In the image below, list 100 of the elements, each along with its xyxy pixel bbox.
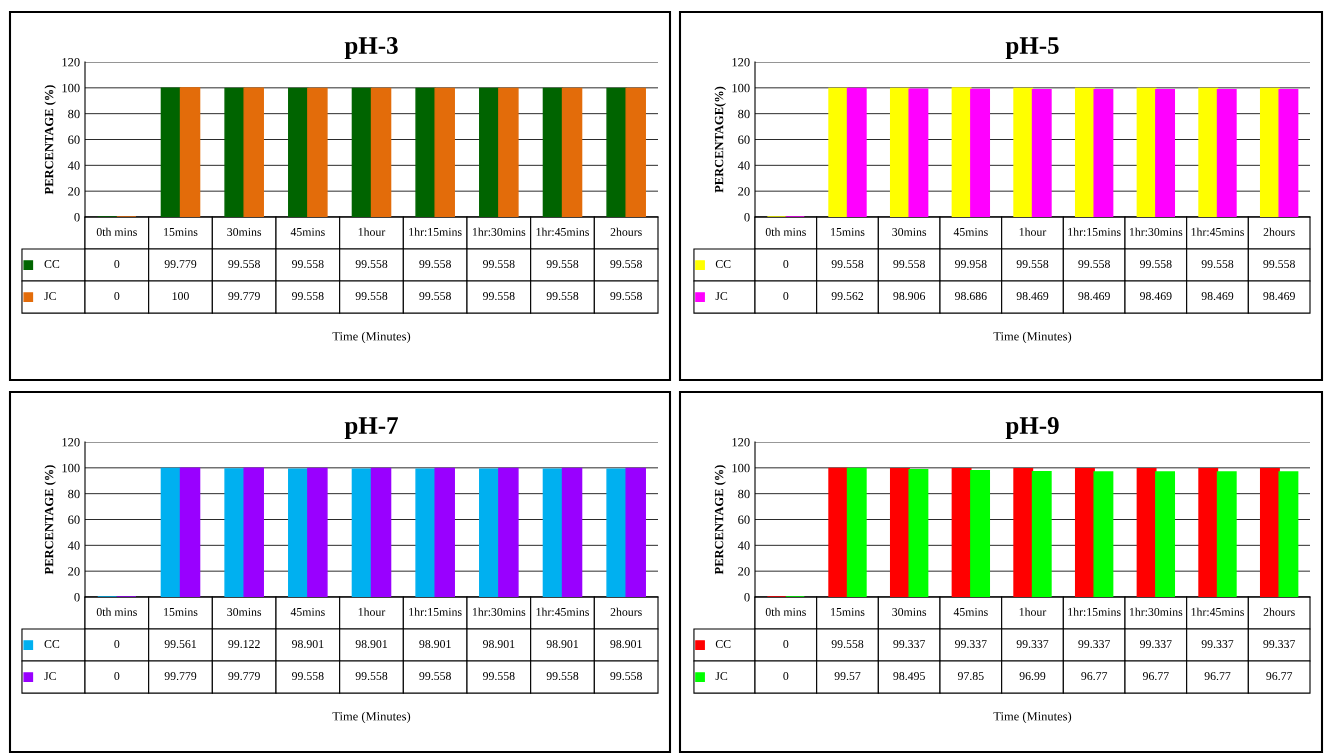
data-label: 96.77 [1204,672,1231,681]
x-axis-title: Time (Minutes) [993,711,1072,724]
data-label: 99.558 [291,260,324,269]
y-tick-label: 0 [744,593,750,602]
category-label: 2hours [610,607,642,616]
data-label: 98.469 [1263,292,1295,301]
y-tick-label: 80 [738,109,750,119]
data-label: 98.901 [291,640,324,649]
data-label: 99.558 [482,292,515,301]
category-label: 45mins [290,228,325,236]
data-label: 99.558 [291,672,324,681]
y-tick-label: 80 [68,109,80,119]
bar [224,87,245,217]
data-label: 99.558 [831,640,864,649]
data-label: 99.558 [1078,260,1110,269]
category-label: 1hr:45mins [536,227,589,237]
category-label: 15mins [164,228,198,236]
category-label: 0th mins [96,227,137,236]
data-label: 99.558 [419,292,451,301]
chart-title: pH-5 [1005,37,1059,59]
bar [224,468,245,597]
data-label: 98.906 [893,292,926,301]
legend-label: JC [44,292,56,301]
category-label: 30mins [227,228,262,236]
y-tick-label: 60 [68,135,80,144]
data-label: 99.779 [164,672,197,681]
data-label: 0 [783,292,789,301]
data-label: 0 [783,672,789,681]
legend-label: JC [715,672,728,681]
y-tick-label: 60 [738,515,750,524]
y-tick-label: 100 [732,463,750,473]
category-label: 15mins [831,228,865,236]
legend-label: CC [715,260,731,269]
y-tick-label: 0 [74,593,80,602]
chart-title: pH-9 [1005,417,1059,439]
data-label: 98.901 [610,640,642,649]
y-tick-label: 20 [738,567,750,576]
data-label: 99.558 [610,292,642,301]
category-label: 1hr:45mins [1191,607,1244,617]
data-label: 99.558 [1016,260,1049,269]
data-label: 96.77 [1081,672,1108,681]
data-label: 99.561 [164,640,197,649]
category-label: 30mins [892,228,927,236]
y-axis-title: PERCENTAGE(%) [714,86,726,193]
category-label: 1hr:15mins [409,227,462,237]
y-tick-label: 20 [68,187,80,196]
y-tick-label: 40 [67,541,80,550]
category-label: 45mins [953,228,988,236]
chart-title: pH-3 [344,37,398,59]
data-label: 0 [114,292,120,301]
category-label: 1hr:30mins [1129,607,1183,617]
data-label: 98.901 [482,640,515,649]
data-label: 99.337 [1263,640,1296,649]
x-axis-title: Time (Minutes) [993,331,1072,344]
category-label: 1hour [358,227,386,236]
data-label: 99.337 [1078,640,1111,649]
category-label: 15mins [164,608,198,616]
data-label: 98.469 [1139,292,1172,301]
category-label: 0th mins [765,227,806,236]
data-label: 99.558 [546,292,579,301]
data-label: 99.558 [610,260,642,269]
category-label: 1hr:15mins [1068,607,1121,617]
category-label: 30mins [892,608,927,616]
bar [625,87,646,217]
data-label: 99.122 [228,640,260,649]
data-label: 96.77 [1266,672,1293,681]
category-label: 1hr:15mins [1068,227,1121,237]
data-label: 99.558 [419,260,451,269]
data-label: 98.901 [419,640,451,649]
data-label: 99.558 [1263,260,1295,269]
data-label: 98.469 [1201,292,1234,301]
data-label: 99.558 [291,292,324,301]
y-tick-label: 100 [62,463,80,473]
legend-label: CC [44,260,60,269]
bar [243,467,264,597]
data-label: 98.469 [1078,292,1110,301]
y-tick-label: 0 [744,213,750,222]
category-label: 0th mins [765,607,806,616]
category-label: 1hour [1019,607,1047,616]
data-label: 96.99 [1019,672,1046,681]
y-tick-label: 120 [62,438,80,447]
y-tick-label: 120 [732,58,750,67]
category-label: 45mins [290,608,325,616]
y-tick-label: 100 [732,83,750,93]
category-label: 1hr:15mins [409,607,462,617]
data-label: 0 [783,260,789,269]
data-label: 99.558 [482,672,515,681]
data-label: 99.558 [610,672,642,681]
data-label: 0 [114,640,120,649]
bar [415,87,436,217]
y-tick-label: 80 [738,489,750,499]
category-label: 2hours [610,227,642,236]
data-label: 98.495 [893,672,925,681]
bar [606,468,627,597]
data-label: 98.901 [355,640,388,649]
data-label: 99.779 [228,672,260,681]
y-axis-title: PERCENTAGE (%) [714,465,726,575]
data-label: 100 [172,292,189,301]
data-label: 99.337 [1016,640,1049,649]
bar [606,87,627,217]
